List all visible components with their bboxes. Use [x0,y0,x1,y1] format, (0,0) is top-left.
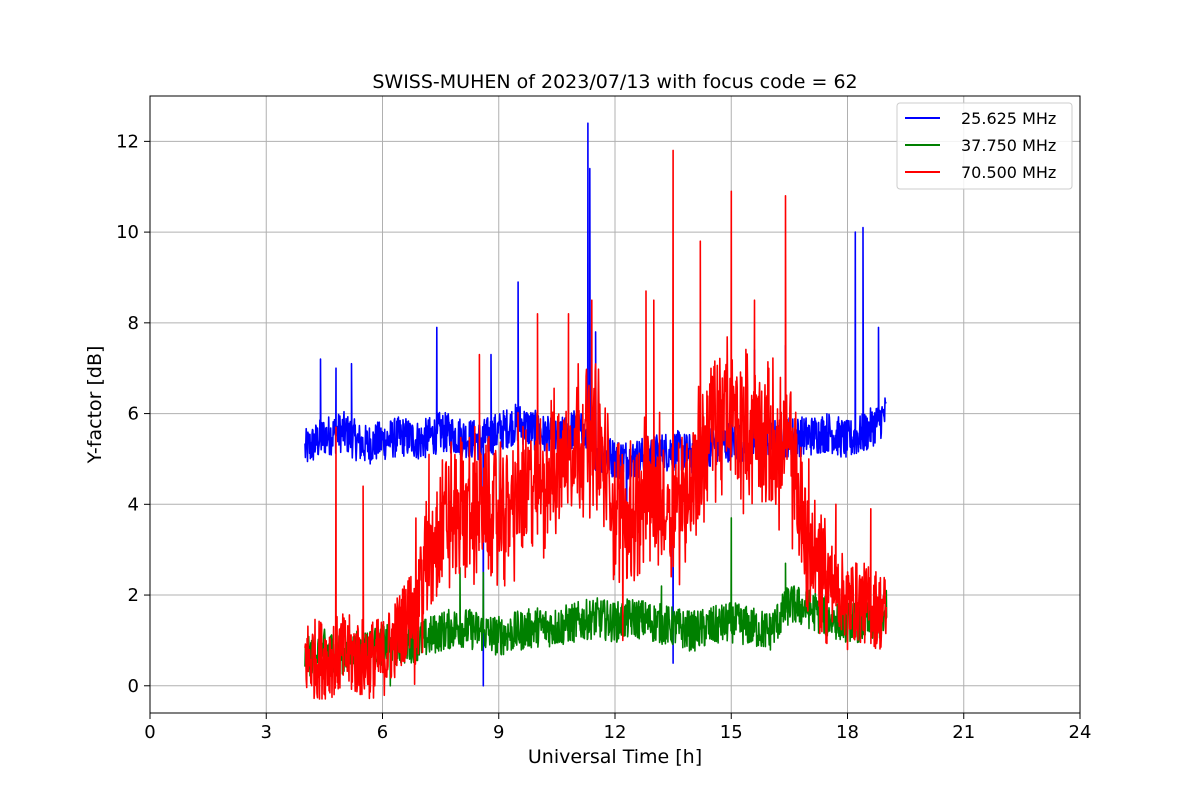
y-tick-label: 6 [128,404,139,425]
y-tick-label: 2 [128,585,139,606]
chart-title: SWISS-MUHEN of 2023/07/13 with focus cod… [372,71,857,93]
y-tick-label: 8 [128,313,139,334]
y-tick-label: 4 [128,494,139,515]
x-tick-label: 6 [377,722,388,743]
x-tick-label: 12 [604,722,627,743]
series-line-70500 [304,149,888,700]
x-tick-label: 24 [1069,722,1092,743]
legend-box [896,102,1073,190]
x-tick-label: 9 [493,722,504,743]
y-axis-label: Y-factor [dB] [84,346,106,465]
y-tick-label: 12 [116,131,139,152]
y-tick-label: 10 [116,222,139,243]
x-tick-label: 3 [261,722,272,743]
x-tick-label: 15 [720,722,743,743]
x-axis: 0 3 6 9 12 15 18 21 24 [144,713,1091,743]
legend-label-37750: 37.750 MHz [961,136,1056,155]
legend-label-25625: 25.625 MHz [961,109,1056,128]
x-tick-label: 21 [952,722,975,743]
y-axis: 0 2 4 6 8 10 12 [116,131,150,697]
y-tick-label: 0 [128,676,139,697]
series-layer [304,122,888,700]
x-axis-label: Universal Time [h] [528,746,702,768]
x-tick-label: 18 [836,722,859,743]
legend: 25.625 MHz 37.750 MHz 70.500 MHz [896,102,1073,190]
x-tick-label: 0 [144,722,155,743]
legend-label-70500: 70.500 MHz [961,163,1056,182]
